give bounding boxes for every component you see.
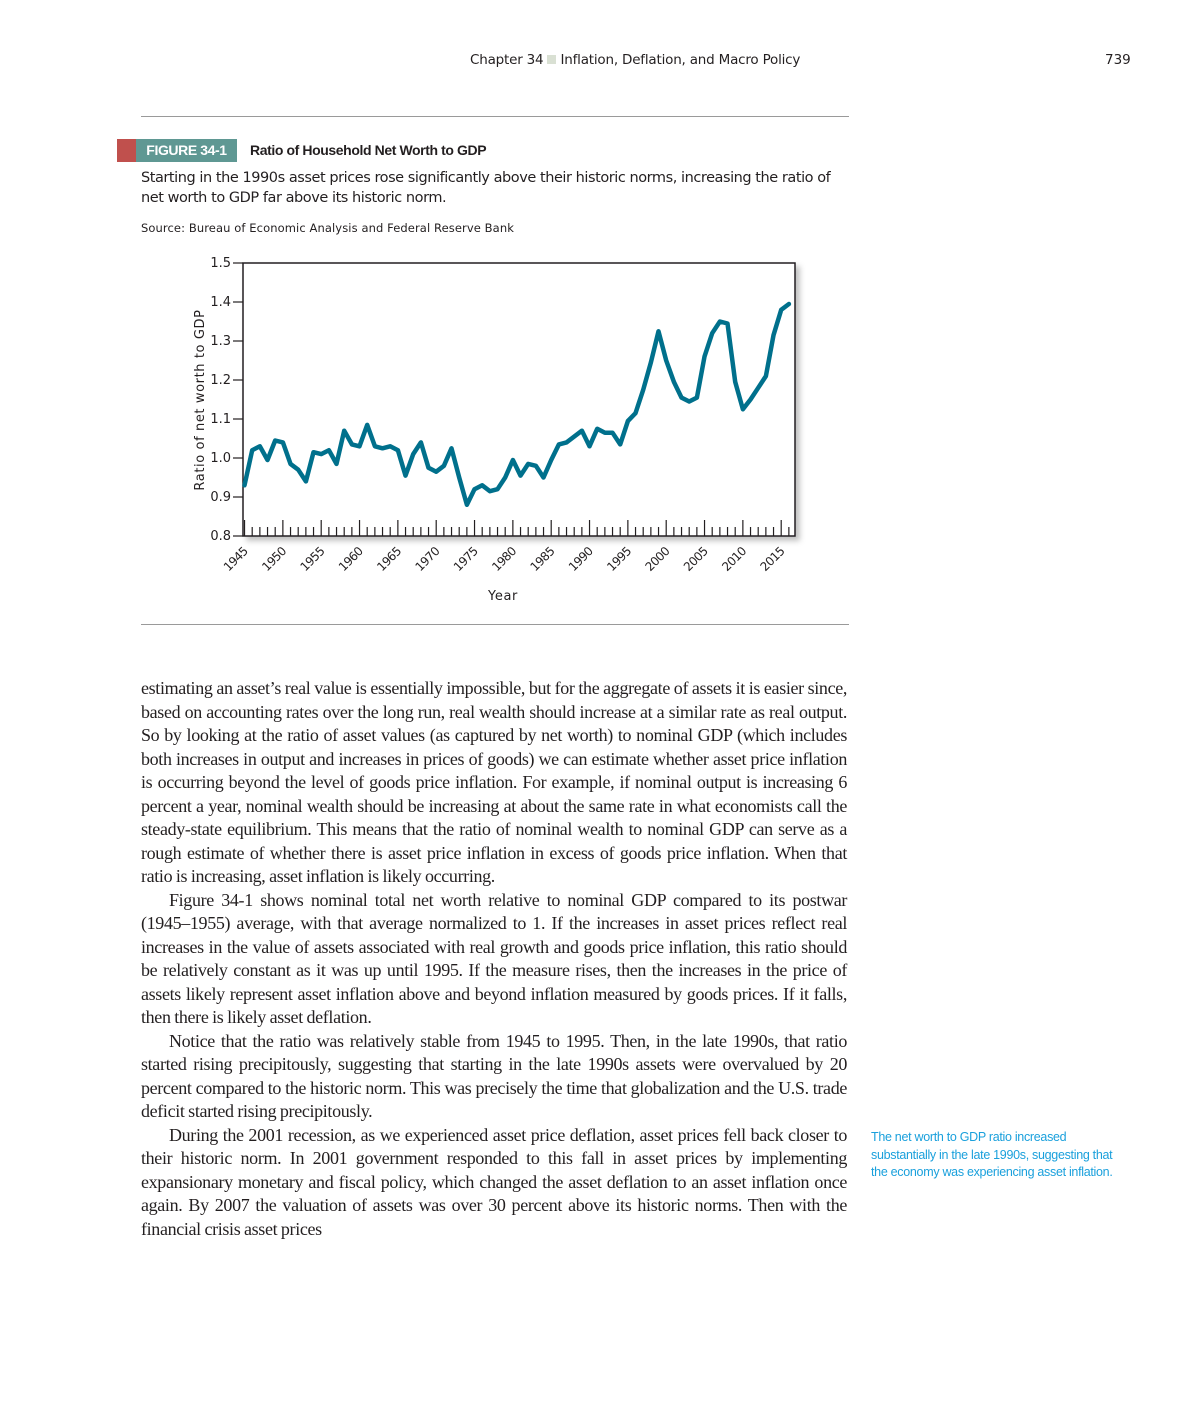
figure-title: Ratio of Household Net Worth to GDP: [250, 142, 487, 158]
page-number: 739: [1105, 52, 1131, 68]
body-text: estimating an asset’s real value is esse…: [141, 677, 847, 1241]
paragraph: Figure 34-1 shows nominal total net wort…: [141, 889, 847, 1028]
x-tick-label: 1980: [489, 544, 519, 574]
paragraph: estimating an asset’s real value is esse…: [141, 678, 847, 886]
x-tick-label: 2010: [719, 544, 749, 574]
x-tick-label: 1950: [259, 544, 289, 574]
series-line: [242, 301, 792, 508]
figure-caption: Starting in the 1990s asset prices rose …: [141, 170, 831, 206]
x-tick-label: 1965: [374, 544, 404, 574]
y-tick-label: 1.1: [210, 412, 231, 427]
y-axis-label: Ratio of net worth to GDP: [193, 309, 208, 490]
separator-square-icon: [547, 55, 557, 64]
chapter-number: Chapter 34: [470, 52, 544, 68]
y-tick-label: 0.9: [210, 490, 231, 505]
figure-source: Source: Bureau of Economic Analysis and …: [141, 221, 514, 235]
paragraph: During the 2001 recession, as we experie…: [141, 1124, 847, 1239]
y-tick-label: 1.3: [210, 334, 231, 349]
x-tick-label: 1990: [566, 544, 596, 574]
paragraph: Notice that the ratio was relatively sta…: [141, 1030, 847, 1122]
y-tick-label: 1.5: [210, 256, 231, 271]
x-tick-label: 1985: [528, 544, 558, 574]
x-axis-label: Year: [487, 589, 518, 604]
figure-label-accent: [117, 139, 136, 162]
x-tick-label: 1995: [604, 544, 634, 574]
figure-bottom-divider: [141, 624, 849, 625]
x-tick-label: 1970: [413, 544, 443, 574]
y-tick-label: 0.8: [210, 529, 231, 544]
x-tick-label: 1975: [451, 544, 481, 574]
chapter-title: Inflation, Deflation, and Macro Policy: [560, 52, 801, 68]
x-tick-label: 1960: [336, 544, 366, 574]
figure-label: FIGURE 34-1: [136, 139, 237, 162]
y-tick-label: 1.4: [210, 295, 231, 310]
margin-note: The net worth to GDP ratio increased sub…: [871, 1130, 1113, 1179]
running-head: Chapter 34 Inflation, Deflation, and Macr…: [470, 52, 800, 68]
y-tick-label: 1.2: [210, 373, 231, 388]
y-tick-label: 1.0: [210, 451, 231, 466]
x-tick-label: 2015: [758, 544, 788, 574]
top-divider: [141, 116, 849, 117]
x-tick-label: 1955: [298, 544, 328, 574]
x-tick-label: 2005: [681, 544, 711, 574]
plot-area: [242, 262, 796, 537]
x-tick-label: 2000: [643, 544, 673, 574]
x-tick-label: 1945: [221, 544, 251, 574]
net-worth-gdp-chart: 0.8 0.9 1.0 1.1 1.2 1.3 1.4 1.5 1945 1950 1955 196…: [193, 256, 796, 604]
